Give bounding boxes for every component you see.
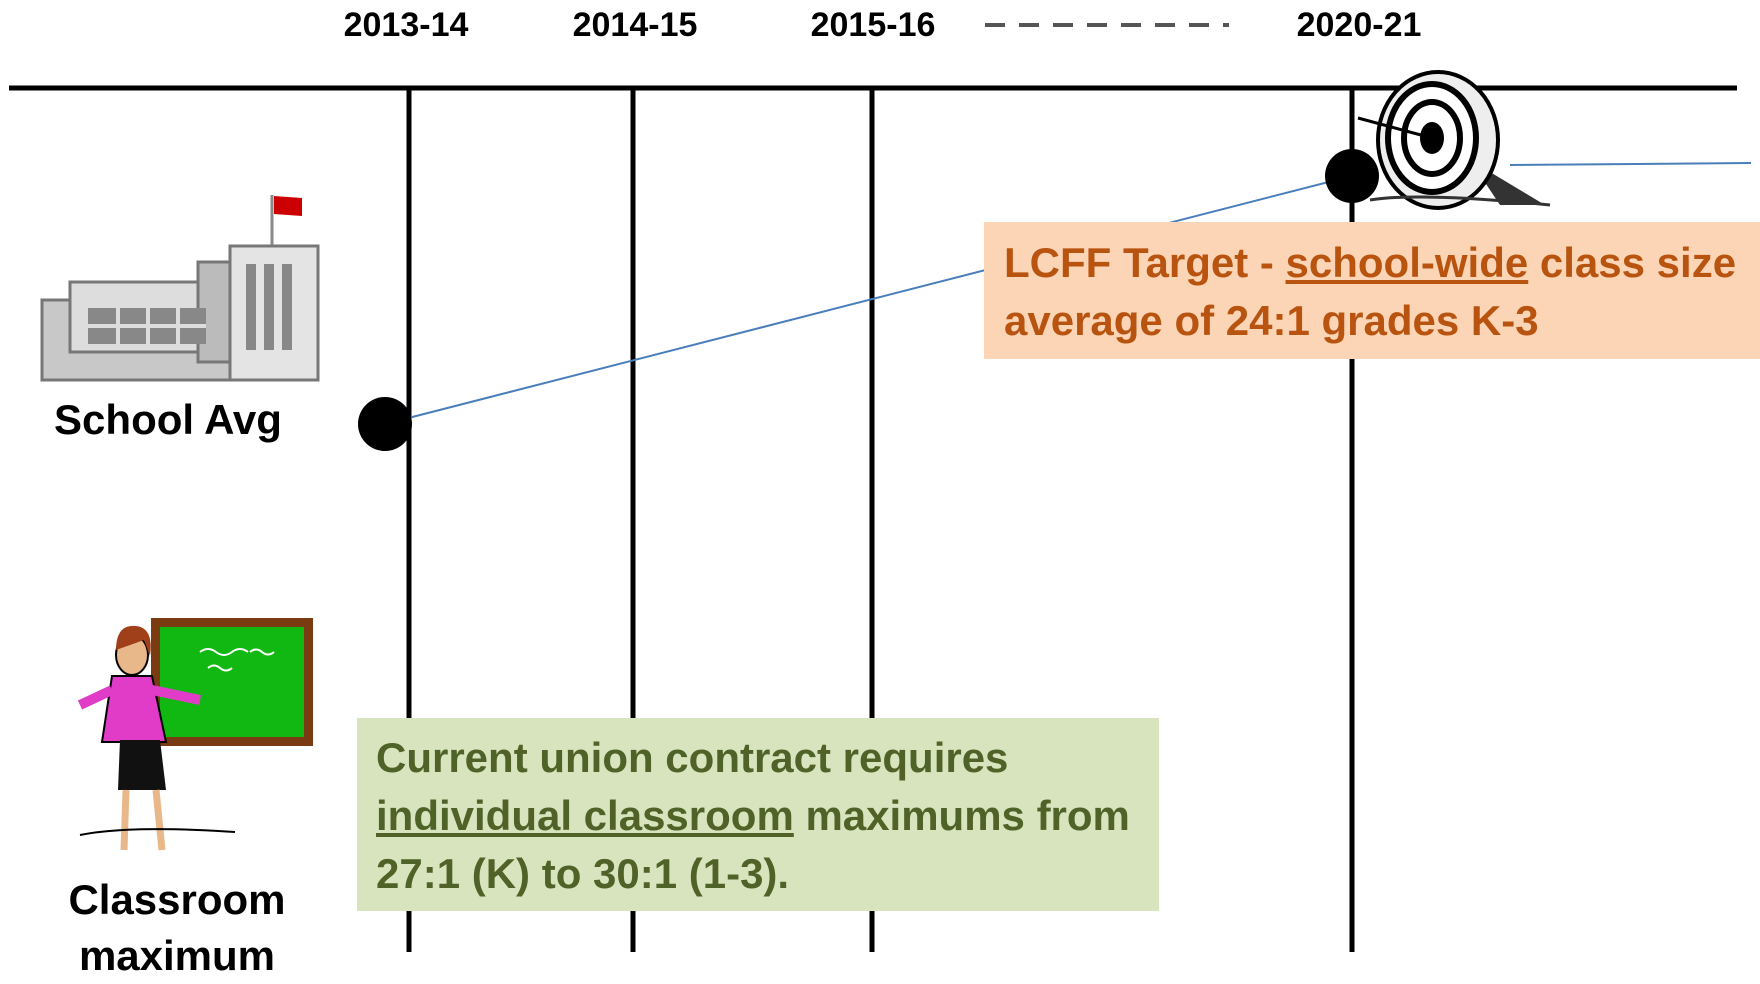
year-label: 2013-14 <box>316 6 496 45</box>
callout-text: LCFF Target - <box>1004 239 1286 286</box>
trend-line <box>1510 163 1751 165</box>
school-icon <box>42 195 318 380</box>
callout-emphasis: school-wide <box>1286 239 1529 286</box>
page: 2013-14 2014-15 2015-16 2020-21 School A… <box>0 0 1760 978</box>
school-avg-point <box>358 397 412 451</box>
year-label: 2015-16 <box>783 6 963 45</box>
target-icon <box>1358 72 1550 208</box>
callout-emphasis: individual classroom <box>376 792 794 839</box>
year-label: 2020-21 <box>1269 6 1449 45</box>
target-callout: LCFF Target - school-wide class size ave… <box>1004 234 1760 350</box>
row-label: Classroom maximum <box>37 872 317 984</box>
year-label: 2014-15 <box>545 6 725 45</box>
teacher-icon <box>80 618 313 850</box>
row-label: School Avg <box>18 392 318 448</box>
union-callout: Current union contract requires individu… <box>376 729 1146 903</box>
target-point <box>1325 149 1379 203</box>
callout-text: Current union contract requires <box>376 734 1008 781</box>
